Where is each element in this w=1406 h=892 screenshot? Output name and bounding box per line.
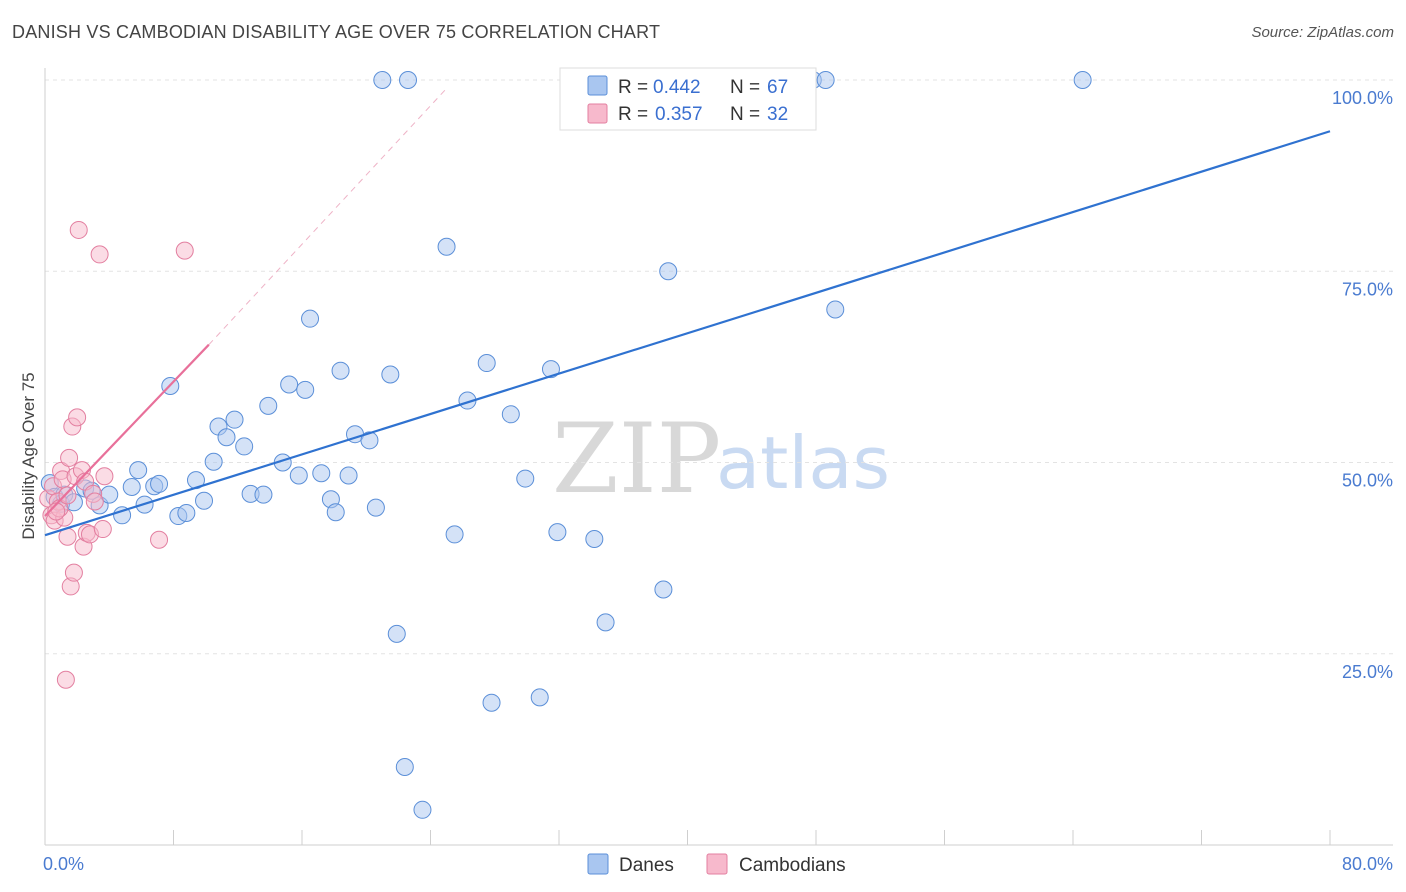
danes-point	[360, 431, 379, 450]
danes-point	[437, 237, 456, 256]
danes-point	[289, 466, 308, 485]
danes-point	[596, 613, 615, 632]
legend-n-label-danes: N =	[730, 77, 760, 98]
gridlines	[45, 79, 1393, 655]
danes-point	[280, 375, 299, 394]
bottom-legend-label-cambodians: Cambodians	[739, 855, 846, 876]
danes-point	[254, 485, 273, 504]
legend-r-value-danes: 0.442	[653, 77, 701, 98]
cambodians-point	[90, 245, 109, 264]
danes-point	[312, 464, 331, 483]
trendlines	[44, 88, 1331, 537]
bottom-legend-label-danes: Danes	[619, 855, 674, 876]
cambodians-point	[93, 520, 112, 539]
legend-r-label-danes: R =	[618, 77, 648, 98]
danes-point	[129, 461, 148, 480]
legend-r-value-cambodians: 0.357	[655, 104, 703, 125]
chart-title: DANISH VS CAMBODIAN DISABILITY AGE OVER …	[12, 22, 661, 42]
danes-point	[482, 693, 501, 712]
danes-trendline	[44, 130, 1331, 537]
danes-point	[373, 71, 392, 89]
danes-point	[541, 360, 560, 379]
danes-point	[177, 503, 196, 522]
danes-point	[366, 498, 385, 517]
danes-points	[40, 71, 1092, 819]
danes-point	[296, 380, 315, 399]
cambodians-point	[85, 492, 104, 511]
cambodians-trendline	[44, 343, 210, 517]
danes-point	[339, 466, 358, 485]
danes-point	[301, 309, 320, 328]
cambodians-point	[175, 241, 194, 260]
danes-point	[413, 800, 432, 819]
cambodians-point	[95, 467, 114, 486]
cambodians-point	[68, 408, 87, 427]
watermark-zip: ZIP	[552, 403, 721, 515]
cambodians-point	[60, 448, 79, 467]
danes-point	[399, 71, 418, 89]
danes-point	[122, 477, 141, 496]
cambodians-trendline-extension	[208, 88, 447, 346]
danes-point	[259, 396, 278, 415]
danes-point	[501, 405, 520, 424]
cambodians-point	[58, 486, 77, 505]
legend-n-label-cambodians: N =	[730, 104, 760, 125]
legend-n-value-danes: 67	[767, 77, 788, 98]
bottom-legend-swatch-cambodians	[706, 853, 728, 875]
legend-n-value-cambodians: 32	[767, 104, 788, 125]
danes-point	[477, 354, 496, 373]
legend-r-label-cambodians: R =	[618, 104, 648, 125]
danes-point	[225, 410, 244, 429]
danes-point	[326, 503, 345, 522]
danes-point	[654, 580, 673, 599]
cambodians-points	[39, 220, 194, 689]
danes-point	[548, 523, 567, 542]
danes-point	[381, 365, 400, 384]
y-tick-label: 100.0%	[1332, 88, 1393, 108]
y-tick-labels: 25.0% 50.0% 75.0% 100.0%	[1332, 88, 1393, 682]
y-tick-label: 50.0%	[1342, 471, 1393, 491]
cambodians-point	[69, 220, 88, 239]
danes-point	[204, 452, 223, 471]
danes-point	[395, 757, 414, 776]
danes-point	[516, 469, 535, 488]
danes-point	[235, 437, 254, 456]
x-ticks	[44, 830, 1331, 845]
danes-point	[659, 262, 678, 281]
legend-swatch-cambodians	[587, 103, 608, 124]
watermark: ZIP atlas	[552, 403, 890, 515]
danes-point	[445, 525, 464, 544]
y-axis-title: Disability Age Over 75	[19, 372, 38, 539]
danes-point	[150, 474, 169, 493]
x-tick-label-max: 80.0%	[1342, 854, 1393, 874]
y-tick-label: 75.0%	[1342, 279, 1393, 299]
legend-swatch-danes	[587, 75, 608, 96]
cambodians-point	[64, 563, 83, 582]
x-tick-label-min: 0.0%	[43, 854, 84, 874]
series-legend: Danes Cambodians	[587, 853, 846, 876]
axes	[44, 68, 1393, 846]
y-tick-label: 25.0%	[1342, 662, 1393, 682]
cambodians-point	[150, 530, 169, 549]
danes-point	[387, 624, 406, 643]
danes-point	[113, 506, 132, 525]
stats-legend: R = 0.442 N = 67 R = 0.357 N = 32	[559, 67, 817, 131]
danes-point	[585, 530, 604, 548]
danes-point	[826, 300, 845, 319]
danes-point	[217, 428, 236, 447]
danes-point	[530, 688, 549, 707]
danes-point	[816, 71, 835, 89]
bottom-legend-swatch-danes	[587, 853, 609, 875]
source-label: Source: ZipAtlas.com	[1251, 24, 1394, 41]
danes-point	[195, 491, 214, 510]
danes-point	[1073, 71, 1092, 89]
danes-point	[331, 361, 350, 380]
cambodians-point	[56, 670, 75, 689]
